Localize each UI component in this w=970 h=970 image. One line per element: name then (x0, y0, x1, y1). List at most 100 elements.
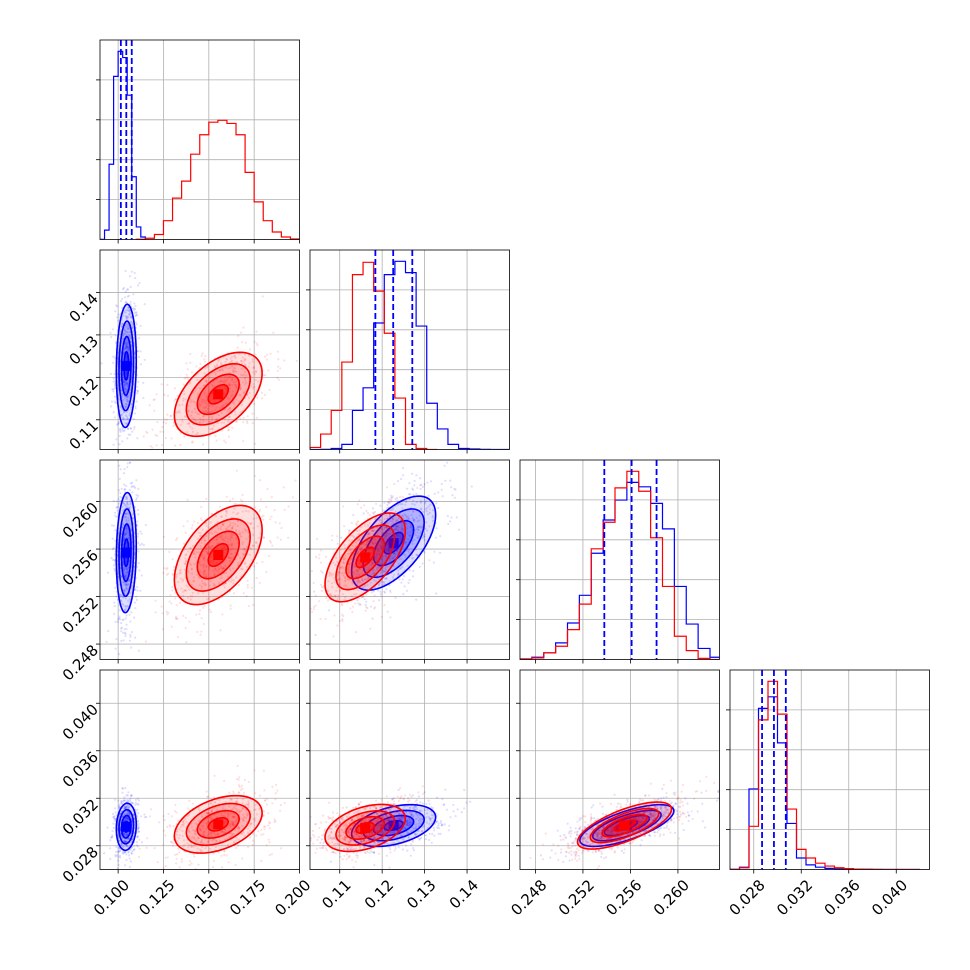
sample-point (383, 534, 386, 538)
sample-point (385, 509, 389, 513)
sample-point (129, 591, 132, 594)
sample-point (384, 526, 387, 529)
sample-point (265, 505, 268, 508)
sample-point (358, 549, 362, 552)
sample-point (244, 363, 247, 366)
sample-point (216, 570, 219, 573)
sample-point (117, 855, 120, 858)
sample-point (427, 505, 430, 508)
sample-point (213, 831, 216, 834)
sample-point (113, 553, 116, 556)
sample-point (203, 833, 206, 836)
sample-point (397, 569, 400, 572)
sample-point (407, 509, 410, 512)
panel-frame (309, 249, 510, 450)
sample-point (386, 610, 389, 613)
sample-point (423, 533, 426, 536)
sample-point (122, 380, 125, 383)
sample-point (195, 823, 199, 826)
sample-point (282, 631, 284, 633)
sample-point (171, 573, 174, 576)
sample-point (296, 619, 298, 621)
sample-point (443, 464, 446, 467)
sample-point (380, 527, 384, 531)
sample-point (411, 539, 414, 543)
sample-point (375, 541, 378, 544)
sample-point (319, 617, 322, 621)
sample-point (205, 497, 208, 501)
sample-point (201, 553, 204, 556)
sample-point (431, 509, 434, 512)
sample-point (222, 523, 225, 526)
sample-point (174, 853, 177, 856)
sample-point (126, 818, 129, 821)
sample-point (200, 850, 203, 853)
sample-point (114, 334, 117, 337)
sample-point (222, 549, 225, 552)
sample-point (370, 572, 373, 575)
sample-point (181, 590, 184, 593)
sample-point (222, 538, 225, 541)
sample-point (242, 326, 245, 329)
sample-point (212, 380, 215, 383)
sample-point (122, 334, 125, 337)
sample-point (237, 584, 240, 587)
sample-point (389, 519, 392, 523)
sample-point (114, 511, 117, 514)
sample-point (303, 594, 305, 596)
sample-point (122, 814, 125, 817)
sample-point (350, 521, 353, 524)
sample-point (123, 380, 126, 383)
sample-point (369, 581, 372, 584)
sample-point (318, 557, 321, 560)
sample-point (385, 577, 388, 580)
sample-point (182, 525, 185, 528)
sample-point (371, 562, 374, 565)
sample-point (223, 392, 226, 395)
sample-point (124, 817, 127, 820)
sample-point (190, 527, 193, 530)
sample-point (389, 537, 392, 540)
sample-point (112, 443, 115, 446)
sample-point (123, 534, 126, 537)
sample-point (206, 841, 209, 844)
sample-point (176, 853, 179, 856)
sample-point (219, 629, 222, 632)
sample-point (118, 477, 121, 480)
sample-point (375, 557, 378, 560)
sample-point (359, 580, 362, 584)
sample-point (256, 813, 259, 816)
sample-point (342, 558, 345, 561)
sample-point (122, 398, 125, 401)
sample-point (125, 411, 129, 414)
sample-point (186, 498, 189, 501)
sample-point (123, 589, 126, 593)
sample-point (236, 519, 239, 523)
sample-point (114, 811, 117, 814)
sample-point (231, 807, 234, 810)
sample-point (211, 560, 214, 563)
sample-point (394, 544, 397, 547)
sample-point (336, 542, 339, 546)
sample-point (187, 404, 190, 407)
sample-point (212, 538, 215, 541)
sample-point (343, 584, 346, 587)
sample-point (178, 828, 181, 831)
sample-point (189, 598, 192, 601)
sample-point (376, 533, 380, 536)
sample-point (229, 366, 232, 370)
sample-point (175, 830, 178, 833)
sample-point (245, 537, 248, 540)
sample-point (124, 290, 127, 293)
sample-point (194, 822, 197, 825)
sample-point (119, 812, 122, 816)
sample-point (229, 569, 232, 572)
sample-point (362, 595, 365, 598)
sample-point (387, 548, 390, 551)
sample-point (191, 825, 194, 828)
sample-point (240, 359, 243, 363)
sample-point (344, 554, 347, 557)
sample-point (243, 547, 246, 550)
sample-point (131, 485, 134, 488)
sample-point (346, 601, 349, 604)
